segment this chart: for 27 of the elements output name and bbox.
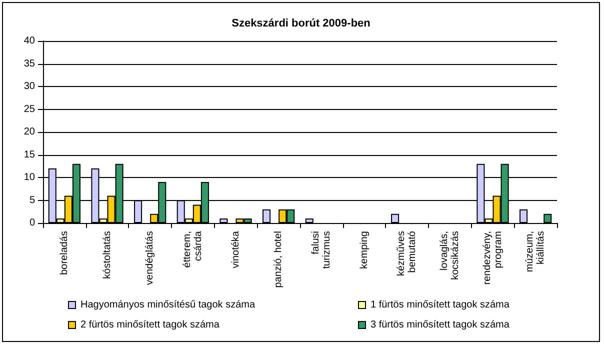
x-tick-label: kemping [358, 231, 370, 269]
chart-title: Szekszárdi borút 2009-ben [232, 18, 371, 30]
bar [262, 209, 271, 223]
legend-label: 3 fürtös minősített tagok száma [370, 320, 510, 330]
y-tick-label: 5 [29, 194, 36, 206]
y-tick-label: 40 [24, 36, 36, 46]
x-tick-label: boreladás [58, 231, 70, 275]
bar [391, 214, 400, 223]
bar [544, 214, 552, 223]
y-tick-label: 35 [24, 58, 36, 70]
x-tick-label: vinotéka [230, 230, 242, 268]
legend-label: 1 fürtös minősített tagok száma [370, 300, 510, 310]
bar [220, 218, 228, 223]
x-tick-label: kóstoltatás [102, 231, 113, 279]
y-tick-label: 15 [24, 149, 36, 160]
y-tick-label: 25 [24, 104, 36, 115]
y-tick-label: 20 [24, 126, 36, 138]
bar [305, 218, 314, 223]
x-tick-label: vendéglátás [144, 231, 156, 285]
x-tick-label: étterem, csárda [182, 230, 204, 268]
legend-label: Hagyományos minősítésű tagok száma [80, 300, 256, 310]
bar [520, 209, 528, 223]
y-tick-label: 10 [24, 172, 36, 183]
legend-label: 2 fürtös minősített tagok száma [80, 320, 220, 330]
y-tick-label: 30 [24, 81, 36, 92]
y-tick-label: 0 [29, 218, 36, 228]
x-tick-label: panzió, hotel [273, 231, 284, 288]
